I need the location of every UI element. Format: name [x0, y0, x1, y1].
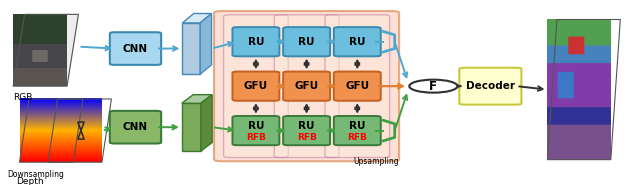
Text: RU: RU — [349, 37, 365, 47]
Text: RFB: RFB — [246, 133, 266, 142]
FancyBboxPatch shape — [223, 15, 288, 157]
FancyBboxPatch shape — [214, 11, 399, 161]
FancyBboxPatch shape — [334, 72, 381, 101]
Text: F: F — [429, 80, 437, 93]
Text: Downsampling: Downsampling — [7, 170, 64, 179]
FancyBboxPatch shape — [232, 116, 279, 145]
FancyBboxPatch shape — [275, 15, 339, 157]
FancyBboxPatch shape — [232, 27, 279, 56]
FancyBboxPatch shape — [283, 72, 330, 101]
Bar — [182, 103, 201, 151]
FancyBboxPatch shape — [334, 27, 381, 56]
FancyBboxPatch shape — [110, 111, 161, 144]
Text: RFB: RFB — [297, 133, 317, 142]
FancyBboxPatch shape — [325, 15, 390, 157]
Text: CNN: CNN — [123, 43, 148, 53]
Text: RGB: RGB — [13, 93, 33, 102]
FancyBboxPatch shape — [283, 27, 330, 56]
Polygon shape — [182, 95, 212, 103]
Text: GFU: GFU — [294, 81, 319, 91]
Text: RFB: RFB — [348, 133, 367, 142]
Polygon shape — [182, 14, 212, 23]
Text: RU: RU — [298, 121, 315, 131]
FancyBboxPatch shape — [110, 32, 161, 65]
Text: RU: RU — [248, 37, 264, 47]
Text: CNN: CNN — [123, 122, 148, 132]
FancyBboxPatch shape — [283, 116, 330, 145]
FancyBboxPatch shape — [334, 116, 381, 145]
FancyBboxPatch shape — [232, 72, 279, 101]
Polygon shape — [13, 14, 79, 86]
Polygon shape — [200, 14, 212, 74]
Text: GFU: GFU — [345, 81, 369, 91]
Bar — [182, 23, 200, 74]
Text: RU: RU — [248, 121, 264, 131]
Text: RU: RU — [349, 121, 365, 131]
Text: Decoder: Decoder — [466, 81, 515, 91]
Text: GFU: GFU — [244, 81, 268, 91]
Text: Depth: Depth — [17, 177, 44, 185]
Polygon shape — [201, 95, 212, 151]
Text: Upsampling: Upsampling — [354, 157, 399, 166]
Text: RU: RU — [298, 37, 315, 47]
Circle shape — [409, 80, 458, 93]
FancyBboxPatch shape — [460, 68, 522, 105]
